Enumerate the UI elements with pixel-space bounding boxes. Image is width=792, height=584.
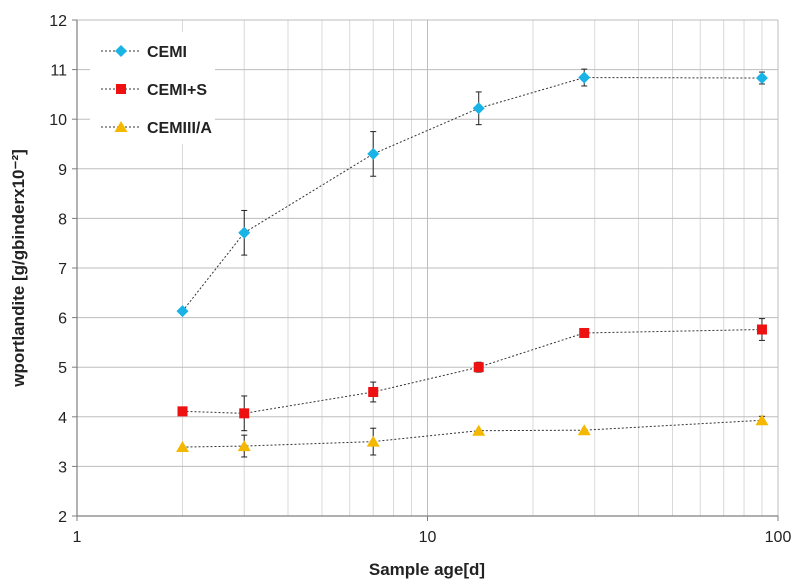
legend-item: CEMI	[101, 44, 187, 61]
legend: CEMI CEMI+S CEMIII/A	[90, 32, 215, 144]
x-tick-label: 1	[73, 529, 82, 546]
data-point	[177, 406, 188, 417]
data-point	[578, 71, 591, 84]
data-point	[367, 147, 380, 160]
legend-label: CEMIII/A	[147, 120, 212, 137]
series-CEMI+S	[177, 318, 767, 432]
data-point	[472, 102, 485, 115]
series-line	[182, 329, 762, 414]
data-point	[176, 441, 190, 453]
data-point	[176, 305, 189, 318]
legend-label: CEMI	[147, 44, 187, 61]
data-point	[473, 362, 484, 373]
x-tick-label: 10	[419, 529, 437, 546]
y-tick-label: 8	[58, 211, 67, 228]
data-point	[579, 327, 590, 338]
y-tick-label: 4	[58, 410, 67, 427]
data-point	[577, 424, 591, 436]
y-tick-label: 2	[58, 509, 67, 526]
x-tick-label: 100	[765, 529, 792, 546]
y-tick-label: 7	[58, 261, 67, 278]
series-line	[182, 77, 762, 312]
y-tick-label: 11	[50, 63, 67, 80]
legend-item: CEMIII/A	[101, 120, 212, 137]
y-tick-label: 9	[58, 162, 67, 179]
data-point	[472, 424, 486, 436]
data-point	[755, 72, 768, 85]
series-CEMI	[176, 68, 768, 318]
data-point	[368, 387, 379, 397]
legend-marker	[115, 45, 127, 57]
legend-marker	[114, 121, 128, 132]
y-tick-labels: 2 3 4 5 6 7 8 9 10 11 12	[49, 13, 67, 526]
data-point	[239, 408, 250, 419]
y-tick-label: 3	[58, 459, 67, 476]
y-tick-label: 10	[49, 112, 67, 129]
series-CEMIII/A	[176, 414, 769, 458]
series-line	[182, 419, 762, 448]
data-point	[237, 440, 251, 452]
legend-marker	[116, 84, 126, 94]
x-tick-labels: 1 10 100	[73, 529, 792, 546]
legend-label: CEMI+S	[147, 82, 207, 99]
x-axis-label: Sample age[d]	[369, 560, 485, 579]
data-point	[366, 435, 380, 447]
y-axis-label: wportlandite [g/gbinderx10⁻²]	[9, 149, 28, 388]
series-layer	[176, 68, 769, 458]
data-point	[755, 414, 769, 426]
y-tick-label: 12	[49, 13, 67, 30]
legend-item: CEMI+S	[101, 82, 207, 99]
data-point	[238, 226, 251, 239]
y-tick-label: 5	[58, 360, 67, 377]
y-tick-label: 6	[58, 311, 67, 328]
axes	[72, 19, 779, 521]
data-point	[756, 324, 767, 335]
